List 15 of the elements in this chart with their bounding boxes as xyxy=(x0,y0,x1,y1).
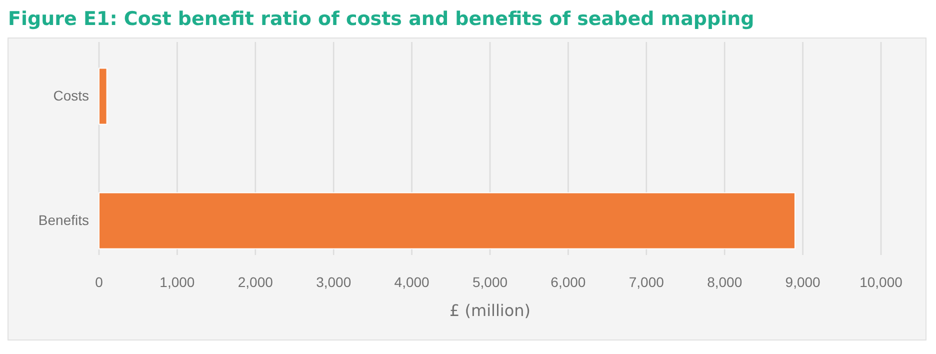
x-tick-label: 2,000 xyxy=(238,274,274,290)
x-tick-label: 0 xyxy=(95,274,104,290)
x-tick-label: 8,000 xyxy=(707,274,742,290)
x-tick-label: 4,000 xyxy=(394,274,430,290)
x-tick-label: 7,000 xyxy=(628,274,664,290)
x-tick-label: 5,000 xyxy=(472,274,508,290)
x-tick-label: 9,000 xyxy=(785,274,821,290)
x-tick-label: 10,000 xyxy=(860,274,903,290)
x-tick-label: 1,000 xyxy=(160,274,195,290)
x-tick-label: 3,000 xyxy=(316,274,352,290)
x-axis-title: £ (million) xyxy=(449,301,531,320)
chart-title: Figure E1: Cost benefit ratio of costs and benefits of seabed mapping xyxy=(8,8,754,30)
y-tick-label: Benefits xyxy=(38,212,89,228)
y-tick-label: Costs xyxy=(53,88,89,104)
x-tick-label: 6,000 xyxy=(550,274,586,290)
